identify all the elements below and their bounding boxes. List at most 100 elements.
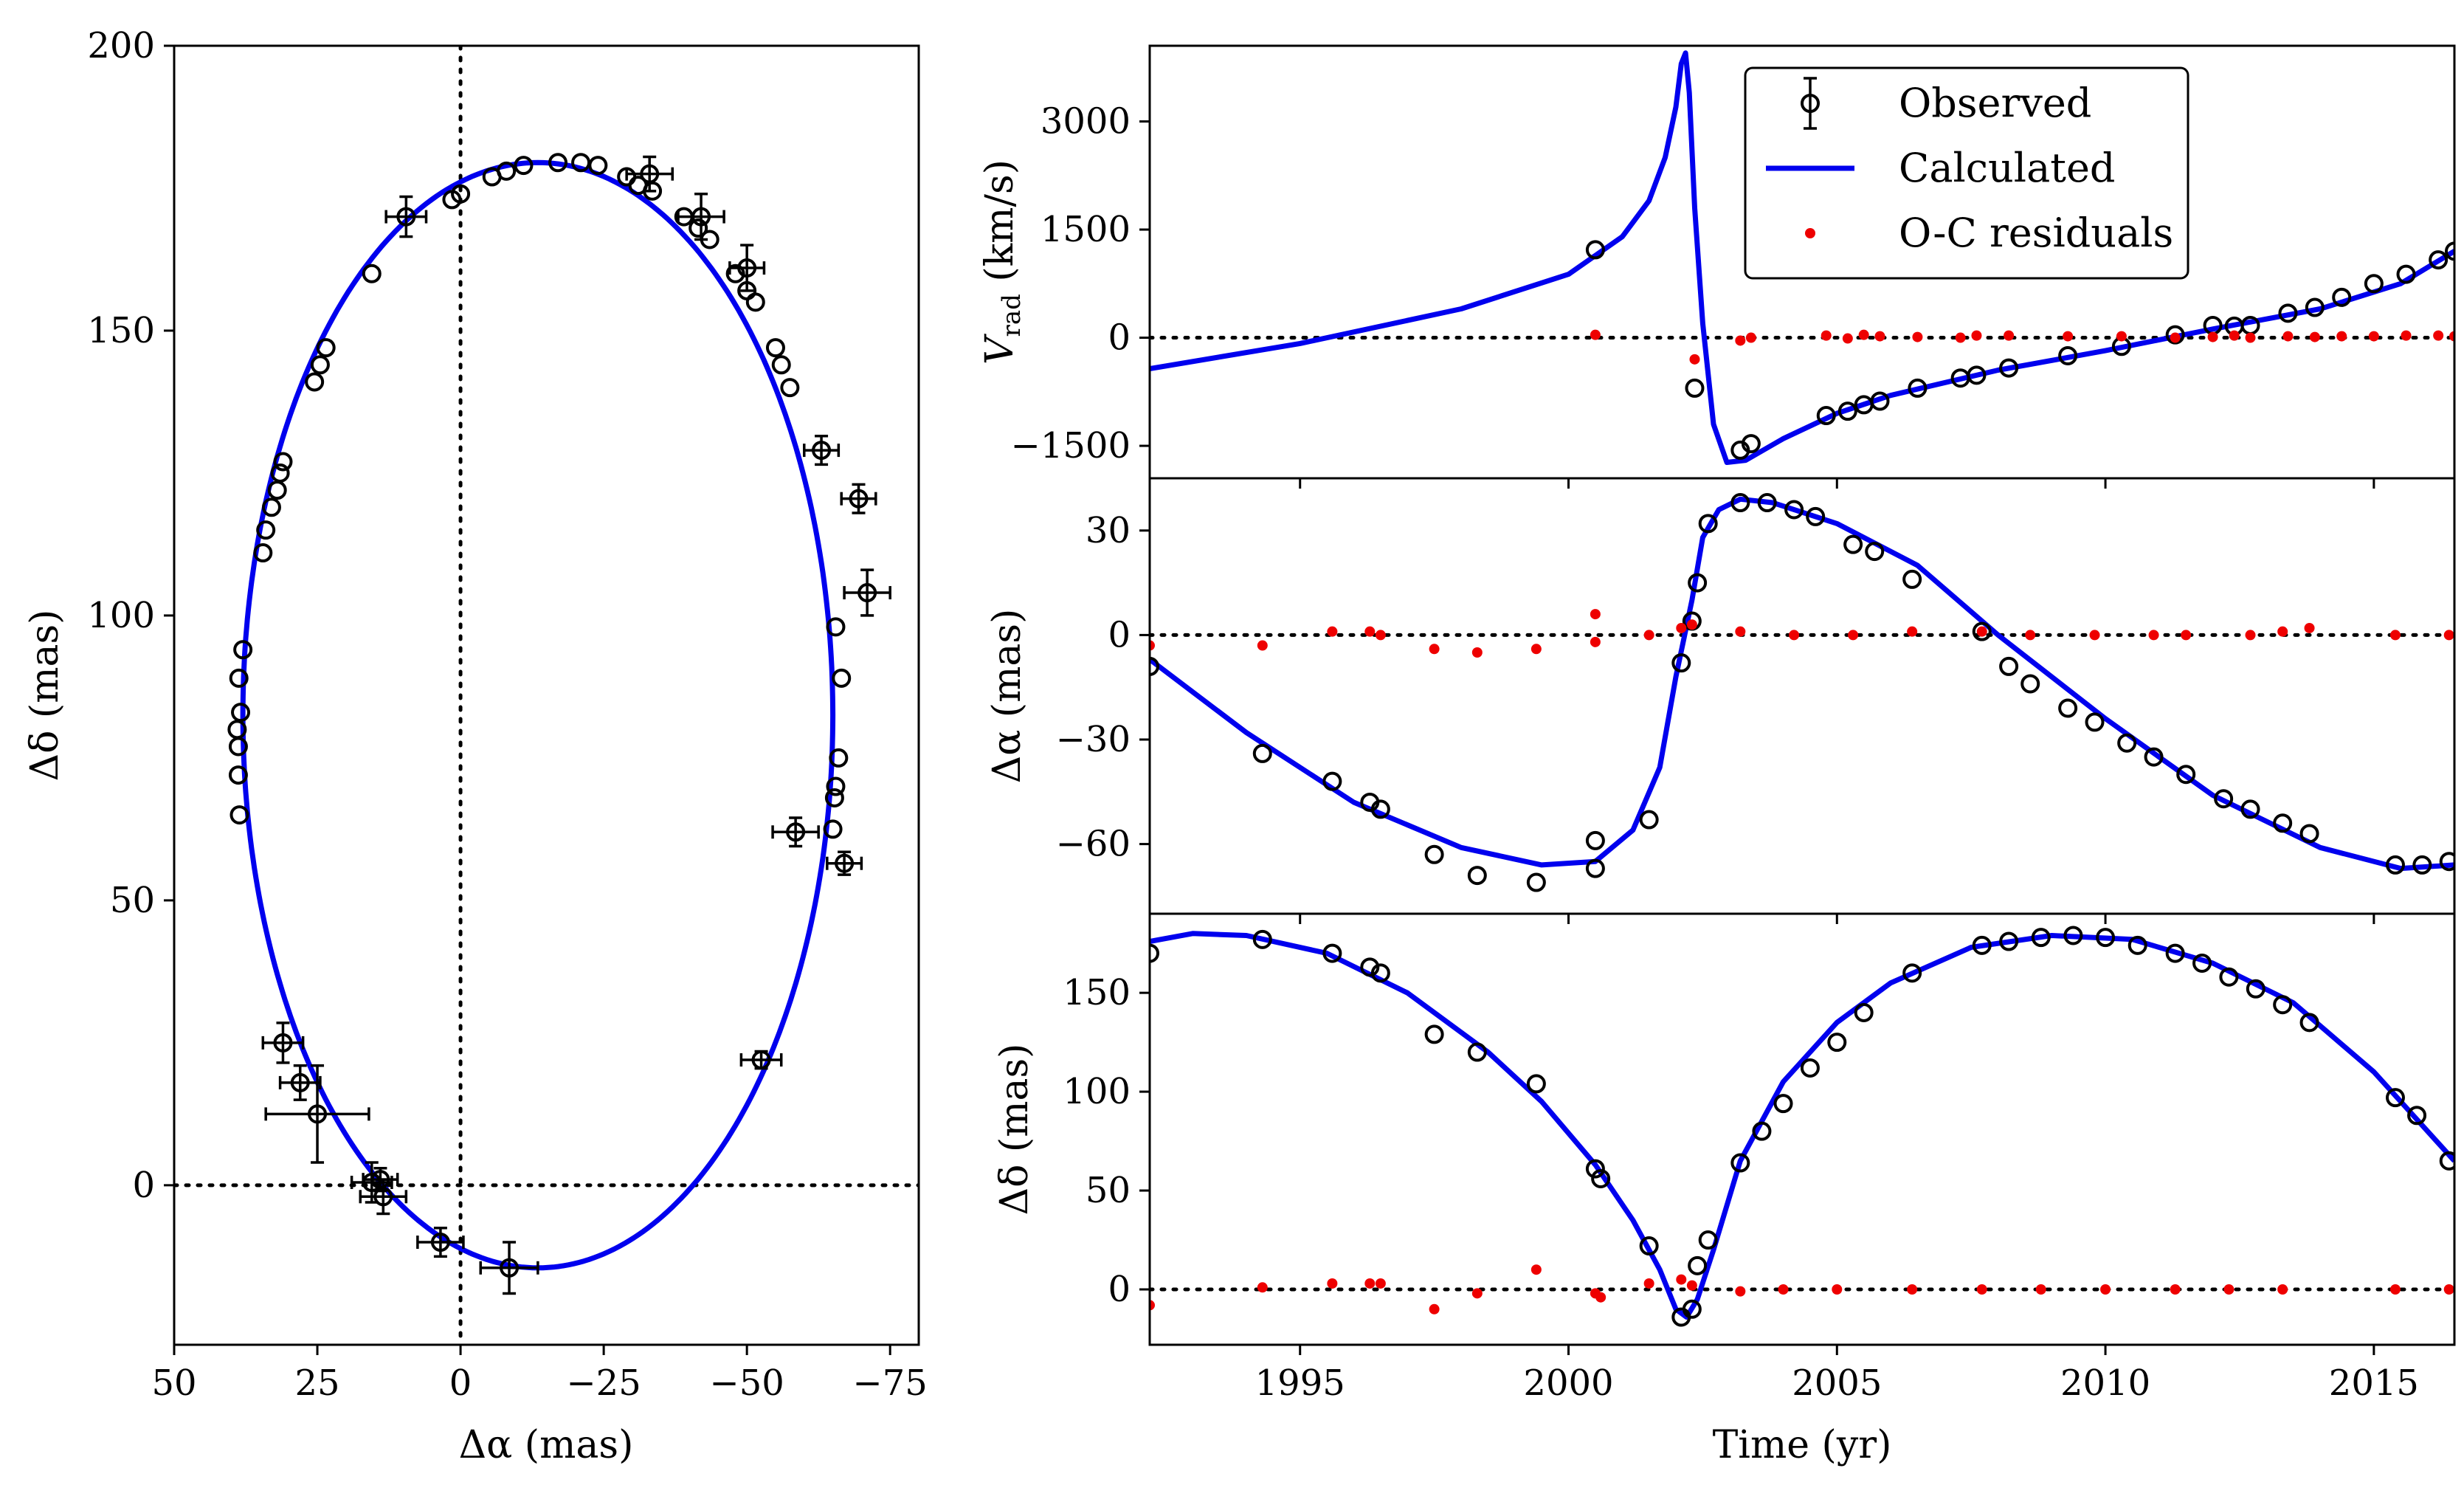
ra-observed-point xyxy=(2117,733,2137,753)
orbit-observed-point xyxy=(824,788,844,807)
ra-observed-point xyxy=(1150,656,1159,676)
dec-observed-point xyxy=(1467,1042,1487,1062)
orbit-clipped xyxy=(174,46,919,1345)
orbit-observed-point xyxy=(823,819,843,839)
ra-observed-point xyxy=(2214,789,2234,809)
orbit-observed-point xyxy=(278,1064,322,1101)
legend: Observed Calculated O-C residuals xyxy=(1744,66,2189,280)
dec-residual-dot xyxy=(1375,1278,1386,1289)
orbit-observed-point xyxy=(725,263,745,283)
ra-ticks: −60 −30 0 30 xyxy=(1056,510,2375,924)
orbit-observed-point xyxy=(826,617,846,637)
dec-residual-dot xyxy=(1778,1284,1789,1295)
rv-residual-dot xyxy=(2245,332,2256,343)
ra-residual-dot xyxy=(2089,630,2100,641)
dec-xtick-label: 2005 xyxy=(1792,1362,1882,1404)
rv-residual-dot xyxy=(1874,331,1885,342)
orbit-observed-point xyxy=(231,703,251,723)
orbit-observed-point xyxy=(451,184,471,204)
dec-model-curve xyxy=(1150,931,2454,1320)
orbit-observed-point xyxy=(826,776,846,796)
ra-residual-dot xyxy=(1530,644,1542,655)
ra-residual-dot xyxy=(2181,630,2192,641)
ra-observed-point xyxy=(1843,534,1863,554)
dec-xtick-label: 1995 xyxy=(1255,1362,1345,1404)
dec-x-axis-label: Time (yr) xyxy=(1713,1423,1892,1467)
orbit-observed-point xyxy=(771,355,791,375)
dec-residual-dot xyxy=(1832,1284,1843,1295)
ra-observed-point xyxy=(1730,493,1750,513)
rv-panel: −1500 0 1500 3000 Vrad (km/s) xyxy=(978,44,2456,489)
ra-residual-dot xyxy=(1686,619,1697,630)
orbit-observed-point xyxy=(479,1241,539,1295)
orbit-model-curve xyxy=(240,159,836,1271)
orbit-observed-point xyxy=(270,463,290,483)
ra-observed-point xyxy=(1424,844,1444,864)
rv-plot-area xyxy=(1150,50,2454,465)
dec-observed-point xyxy=(1752,1121,1772,1141)
legend-observed-label: Observed xyxy=(1899,80,2091,126)
dec-residual-dot xyxy=(1327,1278,1338,1289)
dec-observed-point xyxy=(2385,1088,2405,1108)
orbit-observed-point xyxy=(588,156,608,176)
ra-observed-point xyxy=(2240,799,2260,819)
ra-observed-point xyxy=(2020,674,2040,694)
ra-ytick-label: −60 xyxy=(1056,824,1131,865)
ra-observed-point xyxy=(1370,799,1390,819)
dec-residual-dot xyxy=(1643,1278,1654,1289)
orbit-observed-point xyxy=(228,765,248,785)
ra-observed-point xyxy=(1639,810,1659,830)
dec-residual-dot xyxy=(2035,1284,2046,1295)
dec-observed-point xyxy=(1526,1074,1546,1094)
orbit-observed-point xyxy=(362,263,382,283)
orbit-observed-point xyxy=(228,737,248,757)
rv-residual-dot xyxy=(2063,331,2074,342)
dec-observed-point xyxy=(1150,943,1159,963)
orbit-observed-point xyxy=(261,1021,305,1064)
orbit-observed-point xyxy=(273,452,293,472)
ra-residual-dot xyxy=(1907,626,1918,637)
dec-residual-dot xyxy=(2100,1284,2111,1295)
orbit-observed-point xyxy=(261,497,281,517)
orbit-ytick-label: 200 xyxy=(87,25,155,66)
ra-residual-dot xyxy=(2443,630,2454,641)
ra-observed-point xyxy=(1252,743,1272,763)
rv-observed-point xyxy=(2305,297,2325,317)
ra-ytick-label: 30 xyxy=(1086,510,1131,551)
dec-observed-point xyxy=(1730,1153,1750,1173)
ra-y-axis-label: Δα (mas) xyxy=(985,609,1029,784)
ra-clipped xyxy=(1150,493,2454,892)
dec-clipped xyxy=(1150,926,2454,1327)
rv-y-axis-label: Vrad (km/s) xyxy=(978,159,1026,365)
ra-residual-dot xyxy=(1789,630,1800,641)
orbit-observed-point xyxy=(359,1178,408,1216)
rv-ytick-label: 3000 xyxy=(1041,101,1131,142)
orbit-observed-point xyxy=(625,155,674,193)
dec-observed-point xyxy=(2219,967,2239,987)
dec-residual-dot xyxy=(2170,1284,2181,1295)
rv-observed-point xyxy=(2396,264,2416,284)
rv-clipped xyxy=(1150,50,2454,465)
ra-residual-dot xyxy=(1327,626,1338,637)
orbit-observed-point xyxy=(728,244,766,292)
dec-y-axis-label: Δδ (mas) xyxy=(993,1044,1037,1216)
ra-model-curve xyxy=(1150,496,2454,872)
orbit-observed-point xyxy=(230,805,249,825)
ra-residual-dot xyxy=(1257,640,1268,651)
rv-observed-point xyxy=(1837,402,1857,421)
rv-observed-point xyxy=(2364,274,2384,294)
rv-residual-dot xyxy=(1590,329,1601,340)
ra-observed-point xyxy=(2058,698,2078,718)
rv-observed-point xyxy=(2278,303,2298,323)
dec-observed-point xyxy=(2439,1151,2454,1171)
dec-observed-point xyxy=(2063,926,2083,945)
dec-residual-dot xyxy=(2443,1284,2454,1295)
rv-observed-point xyxy=(2445,241,2454,261)
dec-observed-point xyxy=(1800,1058,1820,1078)
orbit-ytick-label: 0 xyxy=(132,1165,155,1206)
rv-model-curve xyxy=(1150,50,2454,465)
dec-observed-point xyxy=(2031,928,2051,948)
ra-ytick-label: −30 xyxy=(1056,719,1131,760)
dec-residual-dot xyxy=(1257,1282,1268,1293)
orbit-observed-point xyxy=(548,153,568,173)
